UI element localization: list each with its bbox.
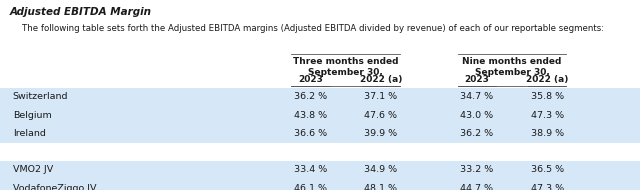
Text: 39.9 %: 39.9 % <box>364 129 397 138</box>
Text: 46.1 %: 46.1 % <box>294 184 327 190</box>
Text: 47.6 %: 47.6 % <box>364 111 397 120</box>
Text: 47.3 %: 47.3 % <box>531 111 564 120</box>
Text: 33.2 %: 33.2 % <box>460 165 493 174</box>
Text: 2023: 2023 <box>465 75 489 84</box>
Text: 36.5 %: 36.5 % <box>531 165 564 174</box>
Bar <box>0 161 640 179</box>
Text: 48.1 %: 48.1 % <box>364 184 397 190</box>
Text: 33.4 %: 33.4 % <box>294 165 327 174</box>
Bar <box>0 179 640 190</box>
Text: 43.8 %: 43.8 % <box>294 111 327 120</box>
Text: 34.9 %: 34.9 % <box>364 165 397 174</box>
Text: 37.1 %: 37.1 % <box>364 92 397 101</box>
Text: Adjusted EBITDA Margin: Adjusted EBITDA Margin <box>10 7 152 17</box>
Text: 38.9 %: 38.9 % <box>531 129 564 138</box>
Bar <box>0 106 640 124</box>
Text: VodafoneZiggo JV: VodafoneZiggo JV <box>13 184 96 190</box>
Text: 36.2 %: 36.2 % <box>460 129 493 138</box>
Text: 2023: 2023 <box>298 75 323 84</box>
Text: The following table sets forth the Adjusted EBITDA margins (Adjusted EBITDA divi: The following table sets forth the Adjus… <box>22 24 605 33</box>
Text: 2022 (a): 2022 (a) <box>360 75 402 84</box>
Bar <box>0 88 640 106</box>
Text: 36.6 %: 36.6 % <box>294 129 327 138</box>
Text: 35.8 %: 35.8 % <box>531 92 564 101</box>
Text: VMO2 JV: VMO2 JV <box>13 165 53 174</box>
Text: Belgium: Belgium <box>13 111 52 120</box>
Text: Three months ended
September 30,: Three months ended September 30, <box>293 57 398 77</box>
Text: Switzerland: Switzerland <box>13 92 68 101</box>
Bar <box>0 124 640 142</box>
Text: 34.7 %: 34.7 % <box>460 92 493 101</box>
Bar <box>0 142 640 161</box>
Text: 47.3 %: 47.3 % <box>531 184 564 190</box>
Text: 36.2 %: 36.2 % <box>294 92 327 101</box>
Text: 43.0 %: 43.0 % <box>460 111 493 120</box>
Text: 2022 (a): 2022 (a) <box>526 75 568 84</box>
Text: 44.7 %: 44.7 % <box>460 184 493 190</box>
Text: Nine months ended
September 30,: Nine months ended September 30, <box>462 57 562 77</box>
Text: Ireland: Ireland <box>13 129 45 138</box>
